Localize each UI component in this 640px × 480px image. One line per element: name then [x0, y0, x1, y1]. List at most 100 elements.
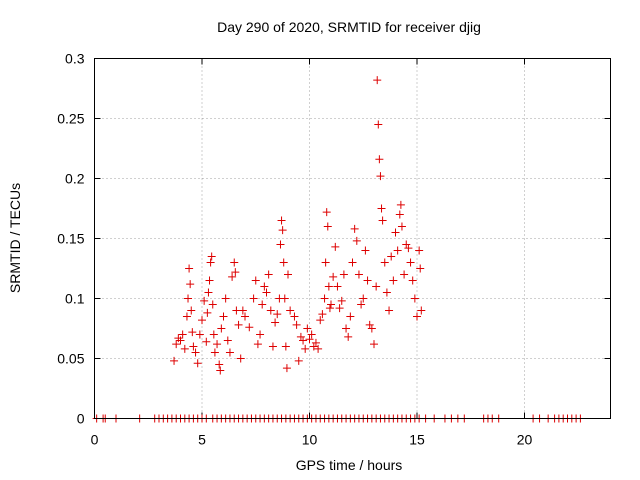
data-point — [286, 306, 295, 315]
data-point — [337, 296, 346, 305]
grid-lines — [94, 58, 611, 419]
x-tick-label: 10 — [302, 432, 318, 448]
y-tick-label: 0.3 — [65, 51, 85, 67]
data-point — [198, 316, 206, 325]
data-point — [223, 336, 232, 345]
data-point — [258, 300, 267, 309]
data-point — [241, 312, 249, 321]
data-point — [187, 306, 196, 315]
data-point — [172, 340, 181, 349]
data-point — [266, 306, 275, 315]
data-point — [415, 246, 424, 255]
data-point — [382, 288, 391, 297]
data-points — [92, 76, 585, 423]
data-point — [320, 294, 329, 303]
data-point — [204, 288, 213, 297]
data-point — [350, 224, 359, 233]
data-point — [372, 282, 381, 291]
data-point — [301, 344, 310, 353]
data-point — [273, 310, 282, 319]
data-point — [377, 204, 386, 213]
data-point — [325, 304, 334, 313]
data-point — [195, 330, 204, 339]
data-point — [385, 306, 394, 315]
data-point — [346, 312, 355, 321]
data-point — [207, 252, 216, 261]
data-point — [400, 270, 409, 279]
x-tick-label: 15 — [409, 432, 425, 448]
data-point — [221, 294, 230, 303]
data-point — [324, 282, 333, 291]
data-point — [256, 330, 265, 339]
data-point — [404, 244, 413, 253]
data-point — [321, 258, 330, 267]
data-point — [268, 342, 277, 351]
y-axis-label: SRMTID / TECUs — [7, 183, 23, 293]
data-point — [236, 354, 245, 363]
data-point — [279, 258, 288, 267]
data-point — [331, 242, 340, 251]
data-point — [335, 304, 344, 313]
data-point — [170, 356, 179, 365]
chart-title: Day 290 of 2020, SRMTID for receiver dji… — [217, 19, 481, 35]
axis-ticks: 0 0.05 0.1 0.15 0.2 0.25 0.3 0 5 10 15 20 — [57, 51, 611, 448]
data-point — [180, 344, 189, 353]
data-point — [406, 258, 415, 267]
data-point — [299, 336, 308, 345]
data-point — [408, 276, 417, 285]
data-point — [282, 364, 291, 373]
data-point — [378, 216, 387, 225]
data-point — [357, 300, 366, 309]
data-point — [342, 324, 351, 333]
data-point — [200, 296, 209, 305]
data-point — [410, 294, 419, 303]
data-point — [322, 208, 331, 217]
data-point — [311, 338, 320, 347]
data-point — [316, 316, 325, 325]
data-point — [206, 258, 215, 267]
y-tick-label: 0.1 — [65, 291, 85, 307]
data-point — [215, 360, 224, 369]
data-point — [284, 270, 292, 279]
data-point — [209, 330, 218, 339]
data-point — [231, 268, 240, 277]
data-point — [202, 337, 211, 346]
data-point — [344, 332, 353, 341]
data-point — [193, 359, 202, 368]
data-point — [186, 280, 195, 289]
data-point — [393, 246, 402, 255]
data-point — [238, 306, 247, 315]
data-point — [296, 332, 305, 341]
y-tick-label: 0 — [77, 411, 85, 427]
x-tick-label: 20 — [517, 432, 533, 448]
data-point — [413, 312, 421, 321]
data-point — [373, 76, 382, 85]
data-point — [176, 336, 185, 345]
data-point — [318, 310, 327, 319]
data-point — [217, 324, 226, 333]
data-point — [303, 324, 312, 333]
data-point — [367, 324, 376, 333]
data-point — [359, 294, 368, 303]
data-point — [213, 340, 222, 349]
data-point — [203, 308, 212, 317]
data-point — [234, 320, 243, 329]
data-point — [365, 320, 374, 329]
data-point — [191, 348, 200, 357]
data-point — [352, 236, 361, 245]
data-point — [333, 282, 342, 291]
y-tick-label: 0.25 — [57, 111, 84, 127]
data-point — [281, 342, 290, 351]
data-point — [417, 306, 426, 315]
data-point — [416, 264, 425, 273]
y-tick-label: 0.2 — [65, 171, 85, 187]
data-point — [389, 276, 398, 285]
data-point — [361, 246, 370, 255]
data-point — [216, 366, 225, 375]
data-point — [228, 272, 237, 281]
data-point — [189, 342, 198, 351]
data-point — [329, 272, 338, 281]
data-point — [396, 200, 405, 209]
data-point — [249, 294, 258, 303]
data-point — [276, 240, 285, 249]
